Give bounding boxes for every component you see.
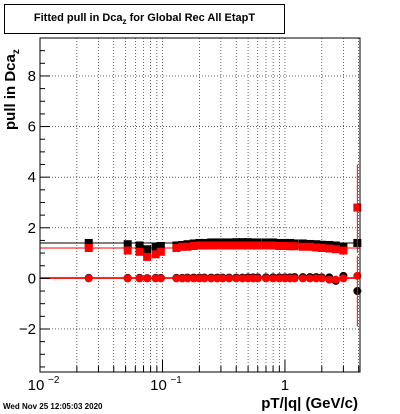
- timestamp-footer: Wed Nov 25 12:05:03 2020: [3, 402, 103, 411]
- data-point: [143, 252, 152, 261]
- data-point: [290, 274, 299, 283]
- data-point: [84, 274, 93, 283]
- data-point: [238, 274, 247, 283]
- data-point: [317, 274, 326, 283]
- data-point: [189, 274, 198, 283]
- data-point: [339, 274, 348, 283]
- data-point: [249, 241, 258, 250]
- y-tick-label: −2: [19, 321, 36, 338]
- data-point: [151, 242, 160, 251]
- data-point: [312, 274, 321, 283]
- data-point: [269, 241, 278, 250]
- x-tick-label: 10: [150, 377, 167, 394]
- data-point: [213, 241, 222, 250]
- data-point: [84, 244, 93, 253]
- data-point: [305, 242, 314, 251]
- y-tick-label: 0: [28, 270, 36, 287]
- data-point: [123, 274, 132, 283]
- data-point: [143, 245, 152, 254]
- data-point: [156, 241, 165, 250]
- y-tick-label: 8: [28, 68, 36, 85]
- data-point: [178, 242, 187, 251]
- data-point: [84, 238, 93, 247]
- grid-lines: [39, 38, 360, 372]
- y-axis-label-main: pull in Dca: [2, 54, 19, 130]
- data-point: [207, 274, 216, 283]
- data-point: [218, 241, 227, 250]
- data-point: [189, 241, 198, 250]
- x-tick-label: 10: [28, 377, 45, 394]
- y-axis-label: pull in Dcaz: [2, 49, 22, 130]
- data-point: [298, 274, 307, 283]
- data-point: [280, 241, 289, 250]
- y-tick-label: 6: [28, 119, 36, 136]
- data-point: [298, 242, 307, 251]
- data-point: [261, 241, 270, 250]
- axis-ticks: [39, 37, 360, 372]
- data-point: [317, 244, 326, 253]
- y-tick-label: 4: [28, 169, 36, 186]
- data-point: [232, 241, 241, 250]
- x-tick-label: 1: [281, 377, 289, 394]
- data-point: [172, 274, 181, 283]
- data-point: [207, 241, 216, 250]
- chart-title-main: Fitted pull in Dca: [33, 11, 123, 24]
- data-point: [200, 241, 209, 250]
- x-tick-exponent: −1: [170, 375, 182, 386]
- title-box: Fitted pull in Dcaz for Global Rec All E…: [4, 4, 285, 34]
- data-point: [135, 247, 144, 256]
- plot-frame: [39, 37, 361, 373]
- data-point: [143, 274, 152, 283]
- data-point: [325, 275, 334, 284]
- data-point: [261, 274, 270, 283]
- data-point: [218, 274, 227, 283]
- data-point: [244, 241, 253, 250]
- data-point: [331, 245, 340, 254]
- x-axis-label: pT/|q| (GeV/c): [261, 395, 358, 412]
- data-point: [232, 274, 241, 283]
- data-point: [312, 243, 321, 252]
- data-point: [183, 274, 192, 283]
- chart-title: Fitted pull in Dcaz for Global Rec All E…: [34, 12, 255, 26]
- y-tick-label: 2: [28, 220, 36, 237]
- y-axis-label-sub: z: [11, 49, 22, 55]
- data-point: [238, 241, 247, 250]
- data-point: [123, 246, 132, 255]
- data-markers: [84, 164, 362, 327]
- chart-title-suffix: for Global Rec All EtapT: [126, 11, 256, 24]
- data-point: [275, 274, 284, 283]
- data-point: [253, 241, 262, 250]
- data-point: [225, 241, 234, 250]
- data-point: [195, 241, 204, 250]
- data-point: [253, 274, 262, 283]
- data-point: [172, 244, 181, 253]
- data-point: [156, 274, 165, 283]
- data-point: [275, 241, 284, 250]
- data-point: [305, 274, 314, 283]
- data-point: [325, 244, 334, 253]
- data-point: [135, 241, 144, 250]
- chart-title-sub: z: [122, 17, 127, 27]
- data-point: [151, 250, 160, 259]
- data-point: [156, 247, 165, 256]
- data-point: [290, 242, 299, 251]
- data-point: [225, 274, 234, 283]
- x-tick-exponent: −2: [48, 375, 60, 386]
- data-point: [135, 274, 144, 283]
- data-point: [123, 240, 132, 249]
- data-point: [339, 246, 348, 255]
- data-point: [183, 242, 192, 251]
- data-point: [269, 274, 278, 283]
- data-point: [200, 274, 209, 283]
- data-point: [331, 275, 340, 284]
- data-point: [286, 242, 295, 251]
